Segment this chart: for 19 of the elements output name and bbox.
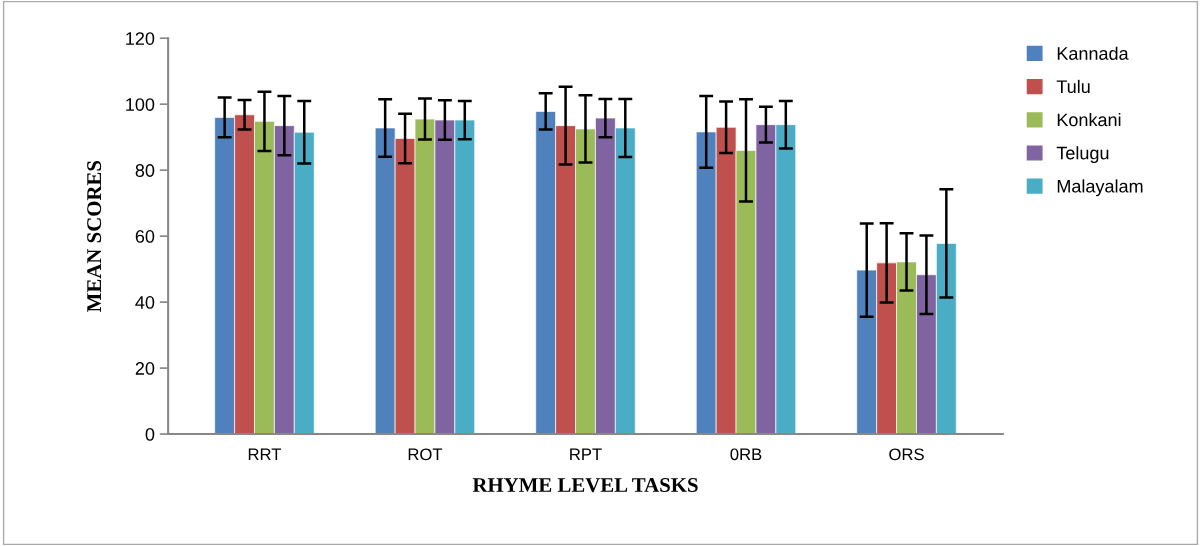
x-tick-label: RRT (248, 448, 282, 461)
y-tick-label: 80 (135, 164, 155, 177)
x-tick-label: RPT (570, 448, 602, 461)
legend-label: Malayalam (1057, 179, 1143, 197)
y-tick-label: 120 (126, 32, 155, 45)
x-tick-label: ORS (889, 448, 924, 461)
y-tick-label: 40 (135, 296, 155, 309)
y-tick-label: 20 (135, 362, 155, 375)
y-axis-title: MEAN SCORES (87, 160, 102, 312)
x-tick-label: ROT (408, 448, 443, 461)
legend-label: Tulu (1056, 79, 1090, 94)
y-tick-label: 100 (126, 98, 155, 111)
x-axis-title: RHYME LEVEL TASKS (472, 478, 698, 493)
y-tick-label: 60 (135, 230, 155, 243)
legend-label: Kannada (1057, 46, 1129, 60)
legend-label: Telugu (1056, 146, 1109, 164)
x-tick-label: 0RB (730, 448, 762, 461)
legend-label: Konkani (1057, 113, 1121, 127)
y-tick-label: 0 (145, 428, 155, 441)
